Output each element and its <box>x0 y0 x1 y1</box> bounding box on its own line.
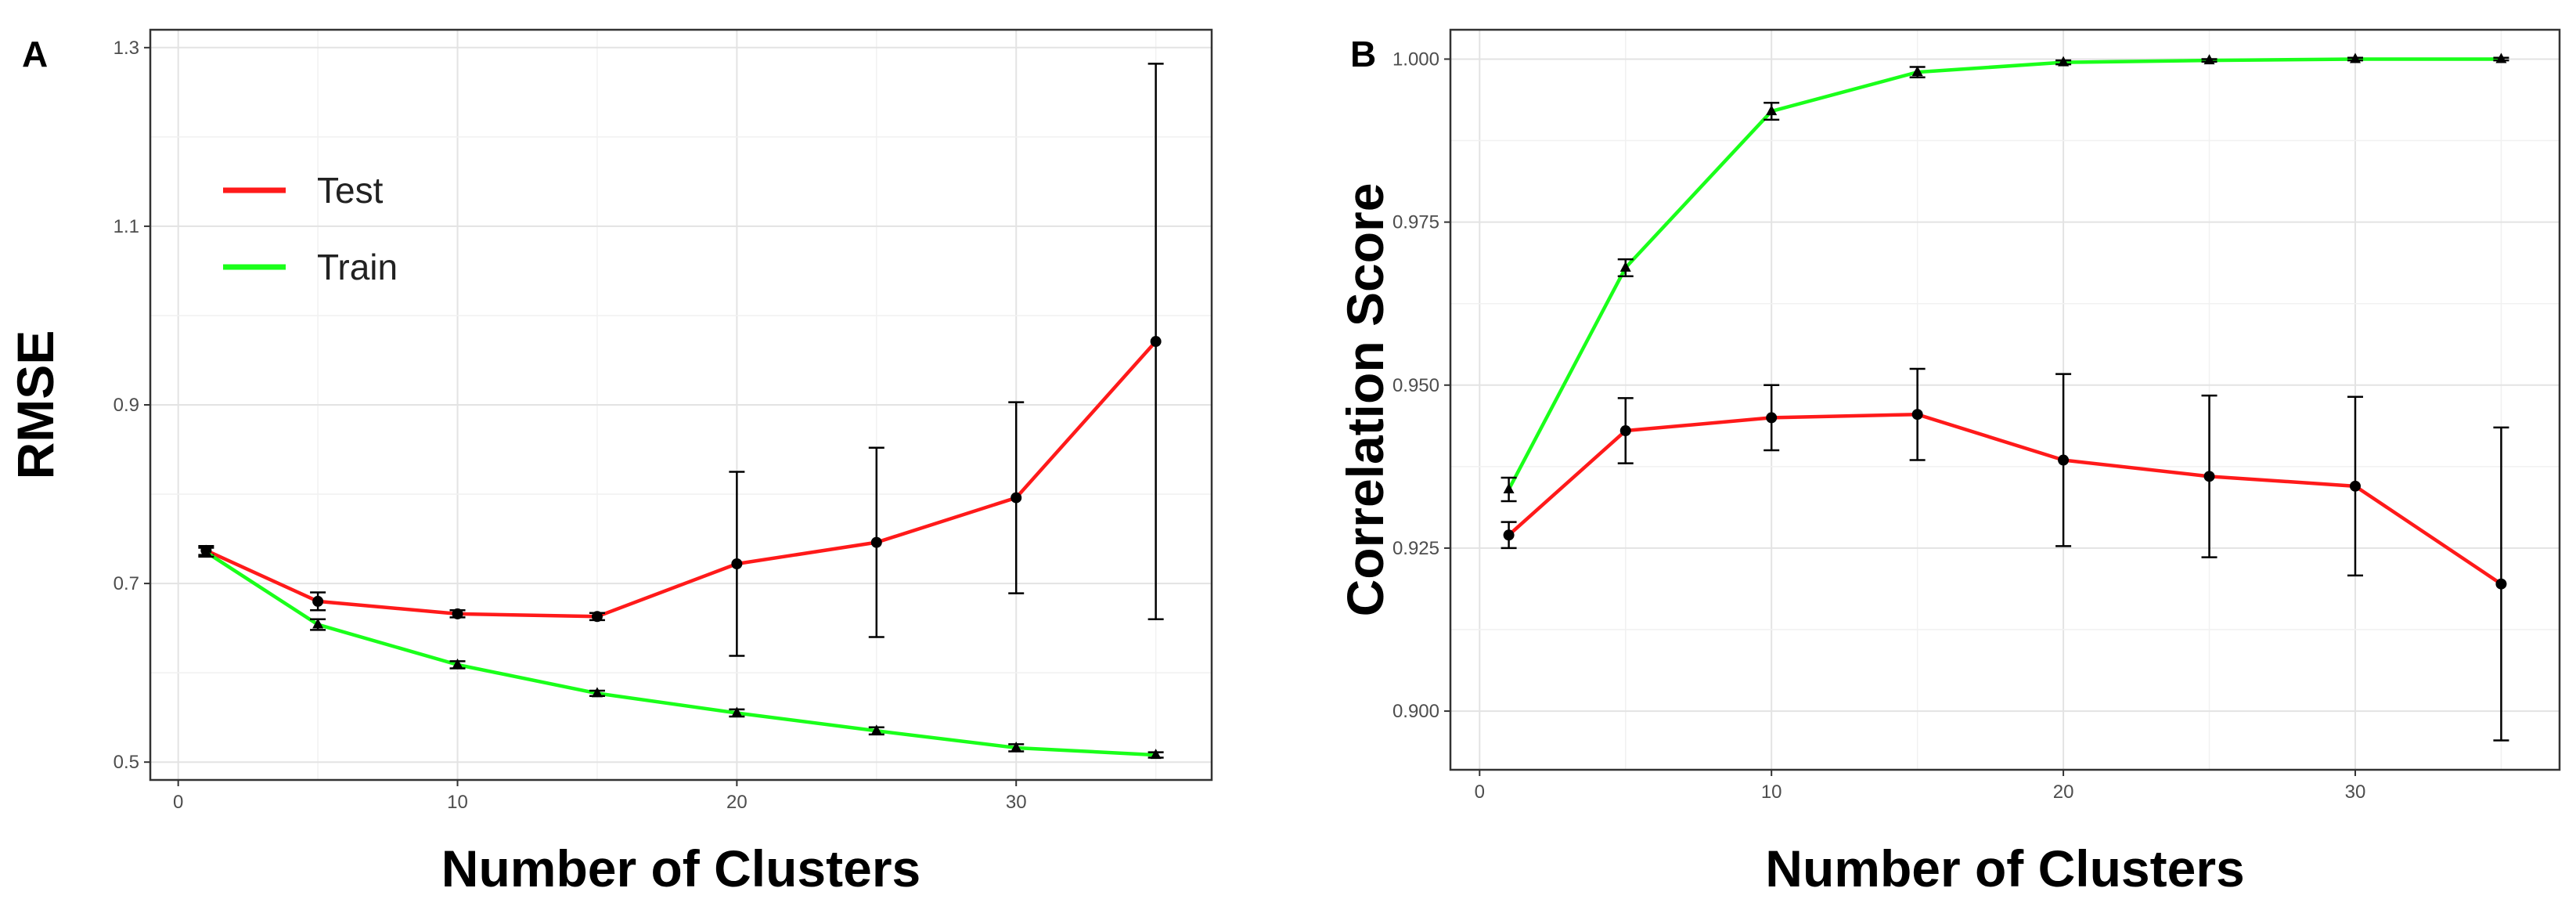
legend-label-train: Train <box>317 247 398 287</box>
x-tick-label: 30 <box>1006 792 1027 813</box>
test-point <box>731 558 743 570</box>
test-point <box>2203 471 2215 482</box>
train-point <box>200 546 212 557</box>
x-tick-label: 0 <box>173 792 183 813</box>
test-point <box>1911 409 1923 421</box>
train-point <box>2203 54 2215 65</box>
train-point <box>1011 741 1022 752</box>
x-tick-label: 10 <box>447 792 468 813</box>
legend: Test Train <box>223 170 398 287</box>
test-point <box>2495 578 2507 590</box>
train-point <box>731 706 743 717</box>
train-point <box>1619 261 1631 272</box>
x-axis-label: Number of Clusters <box>441 839 921 897</box>
train-point <box>870 724 882 735</box>
y-tick-label: 0.7 <box>113 573 139 594</box>
train-point <box>1911 66 1923 77</box>
plot-border <box>1449 28 2561 771</box>
test-series-line <box>1508 412 2502 586</box>
y-axis-label: RMSE <box>6 330 64 480</box>
test-series-line <box>205 340 1158 619</box>
x-axis-label: Number of Clusters <box>1765 839 2244 897</box>
panel-a: A 0 10 20 30 0.5 0.7 0.9 1.1 1.3 Number of Cluste… <box>6 28 1213 897</box>
x-tick-label: 20 <box>2053 782 2074 803</box>
panel-a-letter: A <box>22 34 49 74</box>
test-point <box>591 611 603 623</box>
test-point <box>2058 454 2070 466</box>
y-tick-label: 1.000 <box>1392 49 1439 70</box>
test-point <box>2349 480 2361 492</box>
train-point <box>2058 56 2070 67</box>
test-point <box>452 608 463 619</box>
train-point <box>312 618 324 629</box>
legend-label-test: Test <box>317 170 384 211</box>
y-tick-label: 0.900 <box>1392 701 1439 722</box>
test-point <box>1503 529 1515 541</box>
y-tick-label: 0.9 <box>113 395 139 416</box>
train-point <box>1503 482 1515 493</box>
x-tick-label: 0 <box>1475 782 1485 803</box>
test-point <box>870 536 882 548</box>
x-tick-label: 10 <box>1761 782 1782 803</box>
test-point <box>1619 425 1631 437</box>
y-tick-label: 1.1 <box>113 216 139 237</box>
test-point <box>1766 412 1778 424</box>
y-tick-label: 0.925 <box>1392 538 1439 559</box>
chart-b-svg: 0 10 20 30 0.900 0.925 0.950 0.975 1.000 Number o… <box>1336 28 2561 897</box>
test-point <box>1150 336 1162 348</box>
y-tick-label: 0.5 <box>113 752 139 773</box>
y-tick-label: 1.3 <box>113 38 139 59</box>
y-axis-label: Correlation Score <box>1336 183 1394 617</box>
train-series-line <box>205 551 1156 757</box>
train-point <box>2495 52 2507 63</box>
panel-b: B 0 10 20 30 0.900 0.925 0.950 0.975 1.000 Number… <box>1288 0 2576 917</box>
x-tick-label: 20 <box>726 792 748 813</box>
test-point <box>1011 492 1022 504</box>
train-point <box>1766 105 1778 116</box>
train-point <box>452 658 463 669</box>
y-tick-label: 0.975 <box>1392 212 1439 233</box>
x-tick-label: 30 <box>2345 782 2366 803</box>
y-tick-label: 0.950 <box>1392 375 1439 396</box>
train-point <box>1150 749 1162 760</box>
train-point <box>591 687 603 698</box>
train-series-line <box>1507 57 2502 491</box>
chart-a-svg: 0 10 20 30 0.5 0.7 0.9 1.1 1.3 Number of Clusters… <box>6 28 1213 897</box>
train-point <box>2349 52 2361 63</box>
panel-b-letter: B <box>1350 34 1377 74</box>
test-point <box>312 595 324 607</box>
